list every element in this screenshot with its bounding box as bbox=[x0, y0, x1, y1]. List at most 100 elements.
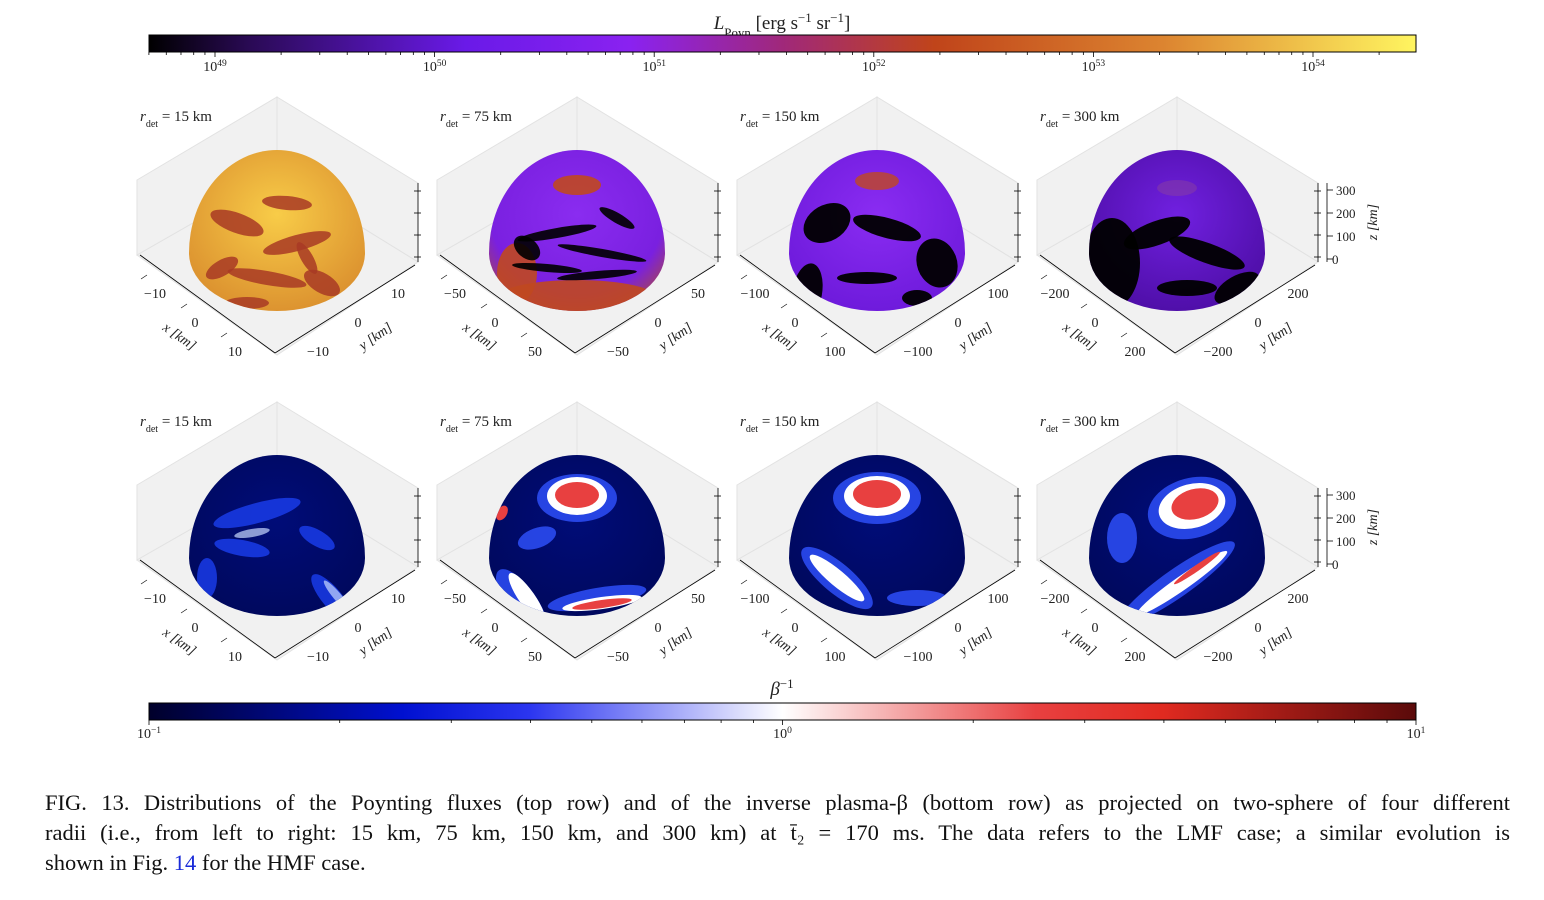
y-tick-label: −100 bbox=[904, 345, 933, 360]
surface-feature bbox=[263, 231, 331, 255]
caption-line: radii (i.e., from left to right: 15 km, … bbox=[45, 820, 1510, 845]
radius-label: rdet = 300 km bbox=[1040, 109, 1120, 130]
colorbar-label: LPoyn [erg s−1 sr−1] bbox=[713, 10, 851, 40]
figure: LPoyn [erg s−1 sr−1]1049 1050 1051 1052 1053… bbox=[136, 10, 1426, 742]
z-axis-label: z [km] bbox=[1366, 204, 1381, 241]
x-tick-label: 0 bbox=[192, 316, 199, 331]
radius-label: rdet = 15 km bbox=[140, 414, 212, 435]
text-part: r bbox=[440, 109, 446, 125]
x-tick-label: −200 bbox=[1041, 592, 1070, 607]
y-tick-label: 0 bbox=[655, 621, 662, 636]
x-tick-label: 50 bbox=[528, 345, 542, 360]
text-part: = 300 km bbox=[1058, 414, 1120, 430]
x-tick-label: 10 bbox=[228, 345, 242, 360]
colorbar-label: β−1 bbox=[769, 676, 793, 701]
text-part: 10 bbox=[423, 60, 437, 75]
surface-feature bbox=[262, 195, 312, 211]
axis-tick bbox=[440, 579, 448, 585]
axis-tick bbox=[780, 303, 788, 309]
text-part: r bbox=[740, 414, 746, 430]
surface-feature bbox=[303, 269, 341, 297]
surface-feature bbox=[1136, 550, 1228, 616]
radius-label: rdet = 15 km bbox=[140, 109, 212, 130]
surface-feature bbox=[1214, 271, 1260, 305]
x-tick-label: −200 bbox=[1041, 287, 1070, 302]
text-part: = 150 km bbox=[758, 414, 820, 430]
text-part: −1 bbox=[798, 10, 812, 25]
surface-feature bbox=[205, 256, 239, 280]
y-tick-label: 0 bbox=[955, 316, 962, 331]
colorbar-tick-label: 101 bbox=[1407, 726, 1426, 742]
surface-feature bbox=[1157, 280, 1217, 296]
y-tick-label: 0 bbox=[355, 316, 362, 331]
text-part: det bbox=[746, 119, 758, 130]
surface-feature bbox=[855, 172, 899, 190]
text-part: 10 bbox=[137, 727, 151, 742]
axis-tick bbox=[1080, 303, 1088, 309]
surface-feature bbox=[555, 482, 599, 508]
surface-feature bbox=[213, 497, 301, 529]
text-part: L bbox=[713, 13, 725, 34]
surface-feature bbox=[572, 598, 632, 610]
figure-reference[interactable]: 14 bbox=[173, 850, 197, 875]
axis-tick bbox=[1080, 608, 1088, 614]
text-part: −1 bbox=[780, 676, 794, 691]
surface-feature bbox=[803, 203, 851, 243]
hemisphere bbox=[489, 455, 665, 616]
text-part: ] bbox=[844, 13, 850, 34]
y-tick-label: 200 bbox=[1288, 592, 1309, 607]
colorbar-tick-label: 10−1 bbox=[137, 726, 161, 742]
caption-text: shown in Fig. bbox=[45, 850, 174, 875]
y-tick-label: 100 bbox=[988, 287, 1009, 302]
axis-line bbox=[574, 569, 716, 659]
radius-label: rdet = 150 km bbox=[740, 109, 820, 130]
axis-line bbox=[874, 264, 1016, 354]
z-tick-label: 0 bbox=[1332, 557, 1339, 572]
y-tick-label: −200 bbox=[1204, 345, 1233, 360]
y-tick-label: 50 bbox=[691, 287, 705, 302]
y-tick-label: 50 bbox=[691, 592, 705, 607]
x-tick-label: 0 bbox=[492, 621, 499, 636]
text-part: 52 bbox=[876, 59, 886, 69]
text-part: 10 bbox=[862, 60, 876, 75]
axis-tick bbox=[1040, 274, 1048, 280]
axis-line bbox=[739, 254, 876, 354]
colorbar-tick-label: 1054 bbox=[1301, 59, 1325, 75]
text-part: 10 bbox=[1082, 60, 1096, 75]
z-axis: 300 200 100 0 z [km] bbox=[1326, 183, 1381, 267]
surface-feature bbox=[512, 262, 582, 274]
z-tick-label: 0 bbox=[1332, 252, 1339, 267]
axis-line bbox=[139, 254, 276, 354]
surface-feature bbox=[837, 272, 897, 284]
axis-line bbox=[439, 559, 576, 659]
y-tick-label: 200 bbox=[1288, 287, 1309, 302]
x-tick-label: 10 bbox=[228, 650, 242, 665]
surface-feature bbox=[513, 235, 541, 261]
caption-text: for the HMF case. bbox=[196, 850, 366, 875]
text-part: −1 bbox=[151, 726, 161, 736]
surface-feature bbox=[853, 214, 921, 242]
x-tick-label: 200 bbox=[1125, 650, 1146, 665]
radius-label: rdet = 75 km bbox=[440, 414, 512, 435]
axis-tick bbox=[780, 608, 788, 614]
axis-line bbox=[439, 254, 576, 354]
axis-tick bbox=[740, 274, 748, 280]
axis-line bbox=[274, 569, 416, 659]
x-tick-label: 0 bbox=[792, 316, 799, 331]
surface-feature bbox=[1107, 513, 1137, 563]
text-part: det bbox=[1046, 424, 1058, 435]
text-part: = 75 km bbox=[458, 109, 512, 125]
hemisphere-pattern bbox=[1107, 476, 1237, 616]
x-tick-label: 0 bbox=[1092, 316, 1099, 331]
axis-line bbox=[574, 264, 716, 354]
axis-line bbox=[1039, 559, 1176, 659]
text-part: 1 bbox=[1421, 726, 1426, 736]
text-part: 10 bbox=[1301, 60, 1315, 75]
y-tick-label: 0 bbox=[655, 316, 662, 331]
x-tick-label: −50 bbox=[444, 287, 466, 302]
x-tick-label: 200 bbox=[1125, 345, 1146, 360]
text-part: det bbox=[746, 424, 758, 435]
